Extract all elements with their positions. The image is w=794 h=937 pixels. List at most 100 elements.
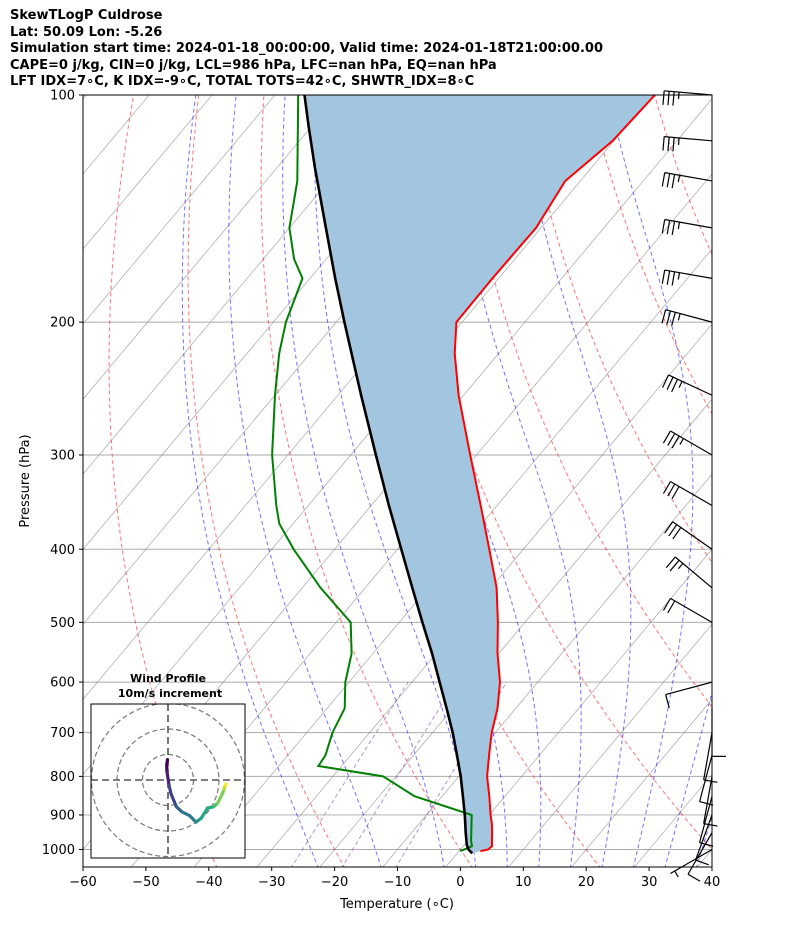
barb-staff xyxy=(670,597,713,623)
mixing-ratio-line xyxy=(341,681,457,867)
moist-adiabat xyxy=(607,95,694,867)
barb-half-flag xyxy=(678,381,683,388)
barb-flag xyxy=(671,271,676,286)
chart-header: SkewTLogP Culdrose Lat: 50.09 Lon: -5.26… xyxy=(10,8,790,91)
moist-adiabat xyxy=(181,95,319,867)
cin-shading-area xyxy=(304,95,655,854)
barb-half-flag xyxy=(674,870,679,878)
y-tick-label: 900 xyxy=(50,808,75,823)
barb-staff xyxy=(664,136,713,142)
barb-flag xyxy=(666,220,671,235)
isotherm xyxy=(571,698,712,867)
barb-flag xyxy=(672,91,675,106)
dry-adiabat xyxy=(714,78,794,868)
x-axis-label: Temperature (∘C) xyxy=(339,897,454,912)
wind-barb xyxy=(662,90,713,106)
hodograph-segment xyxy=(223,782,228,787)
temperature-line xyxy=(453,95,656,853)
barb-flag xyxy=(667,136,670,152)
dry-adiabat xyxy=(523,95,712,564)
hodograph-segment xyxy=(216,791,225,805)
hodograph-segment xyxy=(199,806,210,820)
isotherm xyxy=(696,849,712,867)
x-tick-label: −50 xyxy=(132,875,159,890)
y-tick-label: 600 xyxy=(50,676,75,691)
barb-half-flag xyxy=(677,137,680,145)
wind-barb xyxy=(662,480,713,507)
barb-flag xyxy=(661,219,666,234)
barb-flag xyxy=(667,600,676,614)
simulation-time: Simulation start time: 2024-01-18_00:00:… xyxy=(10,41,603,57)
barb-staff xyxy=(664,172,713,182)
wind-barb xyxy=(698,755,714,806)
hodograph-segment xyxy=(169,792,179,809)
dry-adiabat xyxy=(458,95,712,708)
y-tick-label: 1000 xyxy=(42,843,75,858)
barb-flag xyxy=(671,378,679,393)
dry-adiabat xyxy=(778,78,794,868)
barb-flag xyxy=(661,309,667,324)
y-tick-label: 800 xyxy=(50,770,75,785)
hodograph-subtitle: 10m/s increment xyxy=(118,687,222,700)
barb-staff xyxy=(665,681,713,696)
cin-shading xyxy=(304,95,655,854)
wind-barb xyxy=(662,597,713,623)
axis-ticks: −60 −50 −40 −30 −20 −10 0 10 20 30 40 100 200 300 400 5… xyxy=(42,89,720,891)
barb-flag xyxy=(703,823,718,827)
y-tick-label: 700 xyxy=(50,726,75,741)
moist-adiabat xyxy=(516,95,632,867)
y-tick-label: 300 xyxy=(50,448,75,463)
wind-barb xyxy=(703,732,718,783)
barb-staff xyxy=(695,814,713,861)
barb-flag xyxy=(672,137,675,152)
barb-staff xyxy=(698,755,713,802)
barb-flag xyxy=(671,435,680,449)
barb-staff xyxy=(665,309,713,323)
x-tick-label: −30 xyxy=(258,875,285,890)
hodograph-plot xyxy=(91,704,245,858)
barb-staff xyxy=(674,556,713,589)
barb-staff xyxy=(670,480,713,507)
barb-staff xyxy=(668,374,713,396)
wind-barb xyxy=(665,681,713,709)
moist-adiabat xyxy=(447,95,582,867)
barb-flag xyxy=(703,779,718,783)
wind-barb xyxy=(703,776,718,827)
hodograph-frame xyxy=(90,703,246,859)
barb-flag xyxy=(665,694,670,709)
dry-adiabat xyxy=(260,95,473,867)
wind-barb xyxy=(695,814,713,866)
barb-flag xyxy=(699,801,714,806)
barb-half-flag xyxy=(677,272,681,280)
station-location: Lat: 50.09 Lon: -5.26 xyxy=(10,24,163,40)
isotherm xyxy=(256,323,712,867)
barb-flag xyxy=(671,486,680,499)
barb-staff xyxy=(670,848,713,875)
isotherm xyxy=(508,623,712,867)
moist-adiabat xyxy=(228,95,382,867)
moist-adiabat xyxy=(313,95,477,867)
moist-adiabat xyxy=(664,690,712,867)
x-tick-label: −40 xyxy=(195,875,222,890)
isotherm xyxy=(83,95,213,250)
dry-adiabat xyxy=(187,95,346,867)
profiles xyxy=(271,95,656,855)
dewpoint-line xyxy=(271,95,474,853)
barb-flag xyxy=(667,433,676,446)
isotherm xyxy=(319,398,712,867)
dry-adiabat xyxy=(654,95,712,256)
isotherm xyxy=(83,95,87,100)
barb-flag xyxy=(695,859,709,866)
y-axis-label: Pressure (hPa) xyxy=(18,434,33,527)
barb-flag xyxy=(671,174,676,189)
barb-staff xyxy=(664,269,713,279)
wind-barb xyxy=(670,848,713,878)
barb-half-flag xyxy=(679,438,684,445)
wind-barb xyxy=(661,218,713,236)
x-tick-label: 20 xyxy=(578,875,595,890)
x-tick-label: 30 xyxy=(641,875,658,890)
barb-flag xyxy=(662,430,671,444)
barb-flag xyxy=(665,556,676,569)
barb-staff xyxy=(664,218,713,229)
